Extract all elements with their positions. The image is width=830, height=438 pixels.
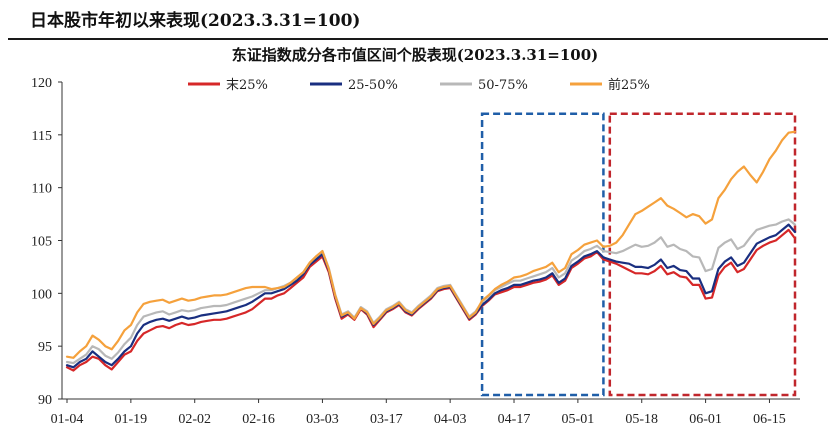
- x-tick-label: 02-02: [178, 412, 211, 427]
- series-line-3: [65, 218, 797, 365]
- x-tick-label: 02-16: [242, 412, 275, 427]
- y-tick-label: 95: [38, 340, 52, 355]
- figure-title: 日本股市年初以来表现(2023.3.31=100): [30, 11, 361, 31]
- chart-title: 东证指数成分各市值区间个股表现(2023.3.31=100): [231, 46, 599, 64]
- highlight-box-red: [608, 112, 797, 397]
- x-tick-label: 01-04: [51, 412, 84, 427]
- legend-label-4: 前25%: [608, 77, 650, 93]
- legend-label-1: 末25%: [226, 78, 268, 93]
- legend-label-3: 50-75%: [478, 78, 528, 93]
- x-tick-label: 04-17: [498, 412, 531, 427]
- y-tick-label: 100: [31, 287, 52, 302]
- y-tick-label: 110: [32, 182, 52, 197]
- x-tick-label: 04-03: [434, 412, 467, 427]
- x-tick-label: 05-18: [625, 412, 658, 427]
- x-tick-label: 01-19: [115, 412, 148, 427]
- x-tick-label: 03-17: [370, 412, 403, 427]
- legend-label-2: 25-50%: [348, 78, 398, 93]
- y-tick-label: 90: [38, 393, 52, 408]
- y-tick-label: 105: [31, 235, 52, 250]
- x-tick-label: 05-01: [562, 412, 595, 427]
- highlight-box-blue: [480, 112, 605, 397]
- x-tick-label: 03-03: [306, 412, 339, 427]
- x-tick-label: 06-01: [689, 412, 722, 427]
- y-tick-label: 115: [32, 129, 52, 144]
- title-divider: [8, 38, 828, 40]
- y-tick-label: 120: [31, 76, 52, 91]
- x-tick-label: 06-15: [753, 412, 786, 427]
- series-line-4: [65, 130, 797, 359]
